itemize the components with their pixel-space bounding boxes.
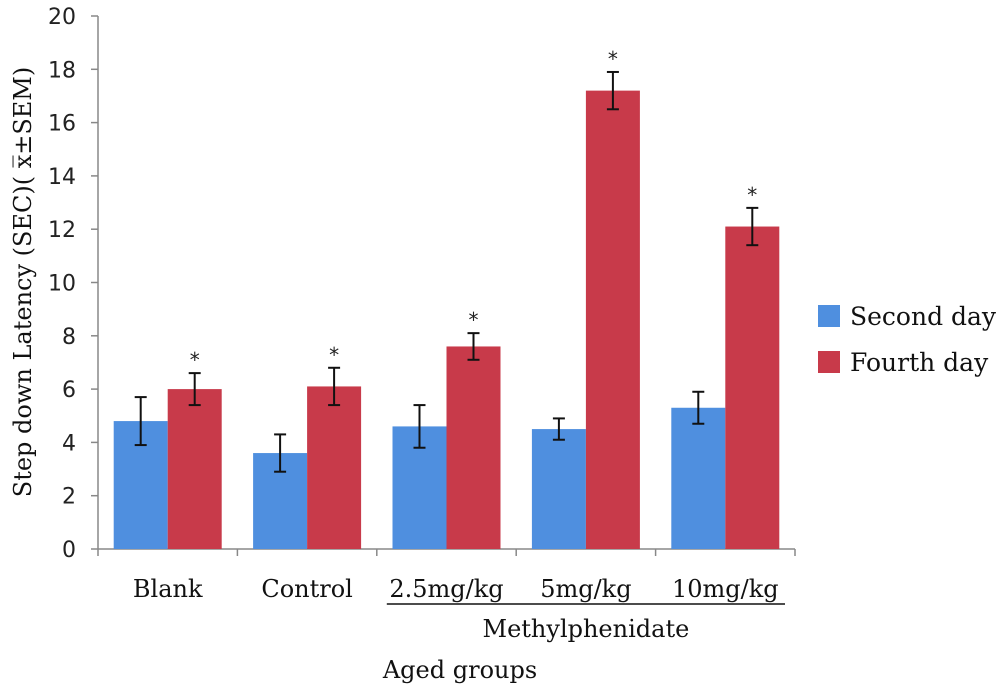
significance-marker: *	[469, 308, 479, 332]
y-tick-label: 18	[48, 58, 76, 83]
category-label: 2.5mg/kg	[389, 575, 503, 603]
y-tick-label: 20	[48, 5, 76, 30]
fourth-day-bar	[167, 389, 222, 549]
significance-marker: *	[747, 183, 757, 207]
category-label: Control	[261, 575, 353, 603]
y-tick-label: 0	[62, 538, 76, 563]
bars: * * * * *	[113, 47, 780, 550]
category-label: 5mg/kg	[540, 575, 631, 603]
fourth-day-bar	[446, 346, 501, 549]
methylphenidate-label: Methylphenidate	[483, 615, 690, 643]
second-day-bar	[671, 407, 726, 549]
category-label: 10mg/kg	[672, 575, 779, 603]
fourth-day-bar	[725, 226, 780, 549]
significance-marker: *	[190, 348, 200, 372]
y-axis-title: Step down Latency (SEC)( x̅±SEM)	[9, 67, 37, 498]
y-tick-label: 2	[62, 485, 76, 510]
y-axis: 0 2 4 6 8 10 12 14 16 18 20	[48, 5, 99, 563]
y-tick-label: 16	[48, 112, 76, 137]
legend-swatch-second-day	[818, 305, 840, 327]
x-axis-title: Aged groups	[382, 656, 537, 684]
y-tick-label: 10	[48, 272, 76, 297]
fourth-day-bar	[307, 386, 362, 549]
y-tick-label: 4	[62, 431, 76, 456]
significance-marker: *	[329, 343, 339, 367]
category-label: Blank	[133, 575, 203, 603]
y-tick-label: 6	[62, 378, 76, 403]
significance-marker: *	[608, 47, 618, 71]
y-tick-label: 8	[62, 325, 76, 350]
legend-label-second-day: Second day	[850, 302, 997, 331]
legend: Second day Fourth day	[818, 302, 997, 377]
second-day-bar	[531, 429, 586, 549]
category-labels: Blank Control 2.5mg/kg 5mg/kg 10mg/kg	[133, 575, 779, 603]
y-tick-label: 14	[48, 165, 76, 190]
legend-swatch-fourth-day	[818, 351, 840, 373]
fourth-day-bar	[585, 90, 640, 550]
legend-label-fourth-day: Fourth day	[850, 348, 989, 377]
x-axis	[97, 548, 796, 556]
y-tick-label: 12	[48, 218, 76, 243]
